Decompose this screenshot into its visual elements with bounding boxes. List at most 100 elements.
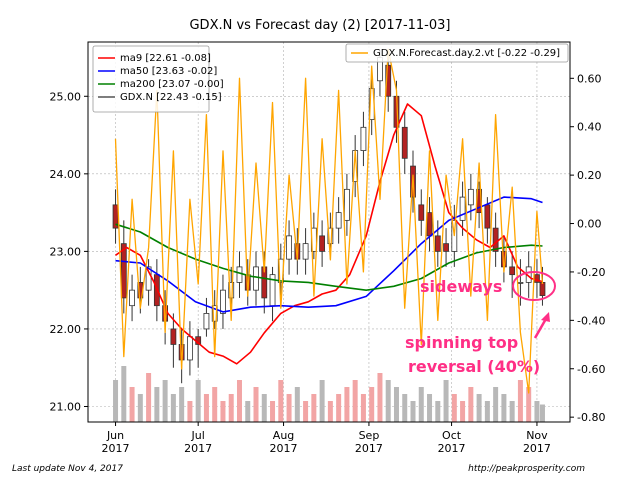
volume-bar <box>539 404 545 422</box>
volume-bar <box>303 401 309 422</box>
candle-body <box>319 235 326 252</box>
legend-right: GDX.N.Forecast.day.2.vt [-0.22 -0.29] <box>345 43 569 63</box>
volume-bar <box>501 394 507 422</box>
legend-right-box <box>345 43 569 63</box>
candle-body <box>484 204 491 229</box>
volume-bar <box>294 387 300 422</box>
candle-body <box>327 227 334 245</box>
candle-body <box>418 204 425 221</box>
x-tick-label-month: Sep <box>359 429 380 442</box>
volume-bar <box>179 387 185 422</box>
volume-bar <box>162 380 168 422</box>
volume-bar <box>212 387 218 422</box>
candle-body <box>492 227 499 252</box>
candle-body <box>443 243 449 252</box>
right-tick-label: 0.40 <box>577 121 602 134</box>
annotation-sideways: sideways <box>420 277 502 296</box>
x-tick-label-year: 2017 <box>355 442 383 455</box>
legend-label-ma9: ma9 [22.61 -0.08] <box>120 53 211 64</box>
series-line-ma50 <box>115 196 543 313</box>
x-tick-label-year: 2017 <box>184 442 212 455</box>
legend-label-gdx: GDX.N [22.43 -0.15] <box>120 92 222 103</box>
right-tick-label: -0.60 <box>577 363 605 376</box>
volume-bar <box>385 380 391 422</box>
volume-bar <box>460 401 466 422</box>
volume-bars <box>113 366 545 422</box>
volume-bar <box>278 380 284 422</box>
candle-body <box>120 243 127 299</box>
candle-body <box>302 243 309 260</box>
annotation-arrowhead <box>541 312 550 322</box>
volume-bar <box>154 387 160 422</box>
x-tick-label-month: Oct <box>442 429 462 442</box>
annotation-circle <box>512 271 556 301</box>
volume-bar <box>170 394 176 422</box>
series-lines <box>114 48 544 394</box>
volume-bar <box>534 401 540 422</box>
volume-bar <box>443 380 449 422</box>
volume-bar <box>377 373 383 422</box>
volume-bar <box>427 394 433 422</box>
volume-bar <box>336 394 342 422</box>
x-axis: Jun2017Jul2017Aug2017Sep2017Oct2017Nov20… <box>102 422 551 455</box>
candle-body <box>236 266 243 283</box>
legend-label-forecast: GDX.N.Forecast.day.2.vt [-0.22 -0.29] <box>373 48 560 59</box>
annotations: sideways spinning top reversal (40%) <box>405 271 556 376</box>
volume-bar <box>327 401 333 422</box>
annotation-reversal: reversal (40%) <box>408 357 540 376</box>
x-tick-label-year: 2017 <box>270 442 298 455</box>
volume-bar <box>113 380 119 422</box>
candle-body <box>509 266 516 276</box>
legend-left: ma9 [22.61 -0.08] ma50 [23.63 -0.02] ma2… <box>92 45 224 113</box>
volume-bar <box>451 394 457 422</box>
volume-bar <box>418 387 424 422</box>
candle-body <box>401 126 408 159</box>
volume-bar <box>311 394 317 422</box>
right-axis: -0.80 -0.60 -0.40 -0.20 0.00 0.20 0.40 0.60 <box>570 72 605 424</box>
volume-bar <box>526 387 532 422</box>
right-tick-label: 0.00 <box>577 218 602 231</box>
volume-bar <box>261 394 267 422</box>
right-tick-label: -0.20 <box>577 266 605 279</box>
candle-body <box>385 64 392 97</box>
candle-body <box>467 188 474 206</box>
candle-body <box>459 196 466 221</box>
right-tick-label: 0.20 <box>577 169 602 182</box>
volume-bar <box>410 401 416 422</box>
left-axis: 21.00 22.00 23.00 24.00 25.00 <box>50 90 88 413</box>
x-tick-label-month: Jun <box>106 429 124 442</box>
annotation-spinning-top: spinning top <box>405 333 518 352</box>
candle-body <box>426 212 433 237</box>
candle-body <box>517 282 524 284</box>
candle-body <box>253 266 259 291</box>
candle-body <box>228 282 235 299</box>
series-line-ma200 <box>115 223 543 292</box>
x-tick-label-year: 2017 <box>438 442 466 455</box>
volume-bar <box>435 401 441 422</box>
candle-body <box>187 336 193 361</box>
candle-body <box>286 235 292 260</box>
volume-bar <box>476 394 482 422</box>
left-tick-label: 24.00 <box>50 168 82 181</box>
volume-bar <box>203 394 209 422</box>
volume-bar <box>393 387 399 422</box>
volume-bar <box>360 394 366 422</box>
right-tick-label: 0.60 <box>577 72 602 85</box>
candle-body <box>145 266 152 291</box>
volume-bar <box>220 401 226 422</box>
volume-bar <box>137 394 143 422</box>
legend-left-box <box>92 45 210 113</box>
volume-bar <box>402 394 408 422</box>
legend-label-ma50: ma50 [23.63 -0.02] <box>120 66 217 77</box>
candle-body <box>360 126 367 151</box>
x-tick-label-month: Aug <box>273 429 294 442</box>
volume-bar <box>129 387 135 422</box>
footer-last-update: Last update Nov 4, 2017 <box>12 464 123 474</box>
x-tick-label-month: Jul <box>191 429 205 442</box>
plot-frame <box>87 41 571 423</box>
volume-bar <box>352 380 358 422</box>
candle-body <box>539 282 546 296</box>
volume-bar <box>344 387 350 422</box>
candle-body <box>203 313 210 330</box>
x-tick-label-year: 2017 <box>102 442 130 455</box>
